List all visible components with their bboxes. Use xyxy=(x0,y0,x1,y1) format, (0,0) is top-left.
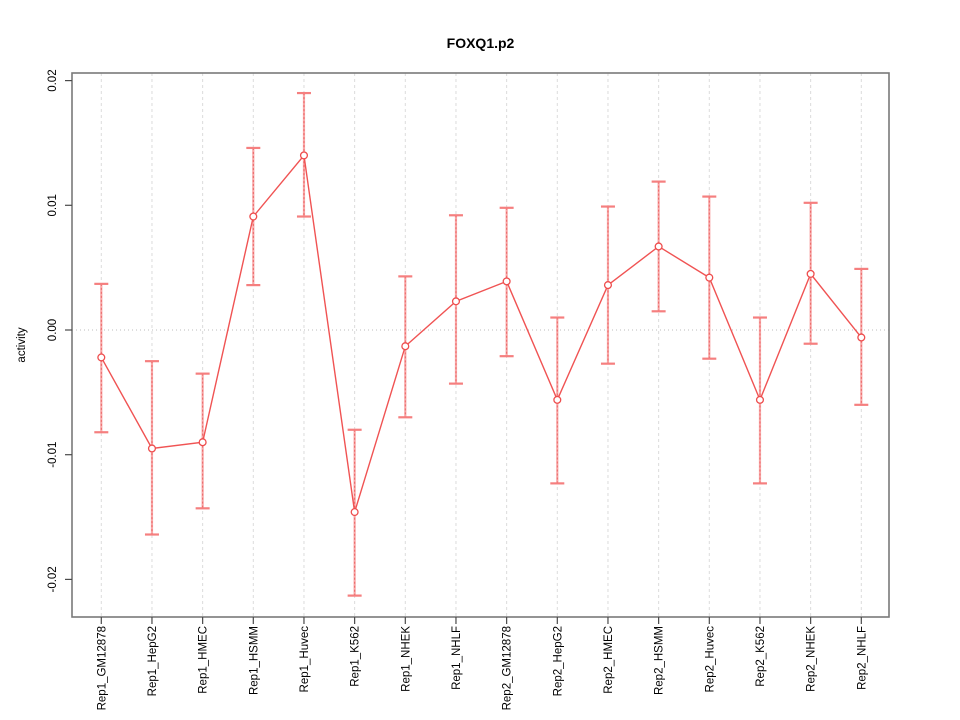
data-point-marker xyxy=(97,353,106,362)
x-tick-label: Rep1_Huvec xyxy=(299,626,311,693)
x-tick-label: Rep2_K562 xyxy=(755,626,767,687)
chart-title: FOXQ1.p2 xyxy=(447,35,515,51)
x-tick-label: Rep2_HepG2 xyxy=(552,626,564,696)
data-point-marker xyxy=(654,242,663,251)
x-tick-label: Rep2_NHEK xyxy=(806,626,818,692)
data-point-marker xyxy=(755,395,765,404)
x-tick-label: Rep1_HMEC xyxy=(198,626,210,694)
x-tick-label: Rep1_NHLF xyxy=(451,626,463,690)
y-axis: 0.02 0.01 0.00 -0.01 -0.02 activity xyxy=(16,69,72,593)
data-point-marker xyxy=(350,508,359,517)
x-tick-label: Rep1_K562 xyxy=(350,626,362,687)
data-point-marker xyxy=(198,438,207,447)
x-tick-label: Rep2_HMEC xyxy=(603,626,615,694)
data-point-marker xyxy=(299,151,309,160)
x-tick-label: Rep2_GM12878 xyxy=(502,626,514,710)
data-points xyxy=(97,151,866,517)
x-tick-label: Rep1_HepG2 xyxy=(147,626,159,696)
y-tick-label: 0.00 xyxy=(47,319,59,341)
data-point-marker xyxy=(553,395,562,404)
data-point-marker xyxy=(401,342,410,351)
data-point-marker xyxy=(603,281,613,290)
x-axis: Rep1_GM12878 Rep1_HepG2 Rep1_HMEC Rep1_HSMM… xyxy=(96,617,868,710)
data-point-marker xyxy=(147,444,157,453)
data-point-marker xyxy=(451,297,461,306)
x-tick-label: Rep1_HSMM xyxy=(248,626,260,695)
data-point-marker xyxy=(502,277,511,286)
y-axis-title: activity xyxy=(16,327,28,362)
y-tick-label: -0.02 xyxy=(47,566,59,592)
series-line xyxy=(100,153,862,513)
data-point-marker xyxy=(705,273,714,282)
x-tick-label: Rep2_NHLF xyxy=(856,626,868,690)
x-tick-label: Rep1_NHEK xyxy=(400,626,412,692)
x-tick-label: Rep2_Huvec xyxy=(704,626,716,693)
y-tick-label: 0.02 xyxy=(47,69,59,91)
data-point-marker xyxy=(249,212,258,221)
data-point-marker xyxy=(806,269,815,278)
y-tick-label: -0.01 xyxy=(47,442,59,468)
data-point-marker xyxy=(857,333,866,342)
plot-border xyxy=(71,72,890,618)
y-tick-label: 0.01 xyxy=(47,194,59,216)
error-bars xyxy=(94,91,869,597)
x-tick-label: Rep2_HSMM xyxy=(654,626,666,695)
x-tick-label: Rep1_GM12878 xyxy=(96,626,108,710)
